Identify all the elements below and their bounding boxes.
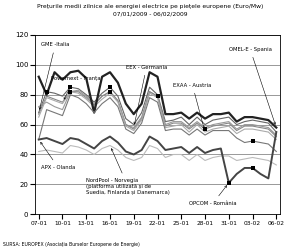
Text: Powernext - Franța: Powernext - Franța bbox=[51, 75, 100, 99]
Text: GME -Italia: GME -Italia bbox=[39, 42, 70, 109]
Text: Prețurile medii zilnice ale energiei electrice pe piețele europene (Euro/Mw): Prețurile medii zilnice ale energiei ele… bbox=[37, 4, 263, 9]
Text: OMEL-E - Spania: OMEL-E - Spania bbox=[229, 47, 276, 124]
Text: OPCOM - România: OPCOM - România bbox=[189, 186, 237, 206]
Text: 07/01/2009 - 06/02/2009: 07/01/2009 - 06/02/2009 bbox=[113, 11, 187, 16]
Text: APX - Olanda: APX - Olanda bbox=[41, 142, 75, 170]
Text: NordPool - Norvegia
(platforma utilizată și de
Suedia, Finlanda și Danemarca): NordPool - Norvegia (platforma utilizată… bbox=[86, 149, 170, 195]
Text: SURSA: EUROPEX (Asociația Burselor Europene de Energie): SURSA: EUROPEX (Asociația Burselor Europ… bbox=[3, 242, 140, 247]
Text: EXAA - Austria: EXAA - Austria bbox=[173, 83, 211, 129]
Text: EEX - Germania: EEX - Germania bbox=[126, 65, 167, 124]
